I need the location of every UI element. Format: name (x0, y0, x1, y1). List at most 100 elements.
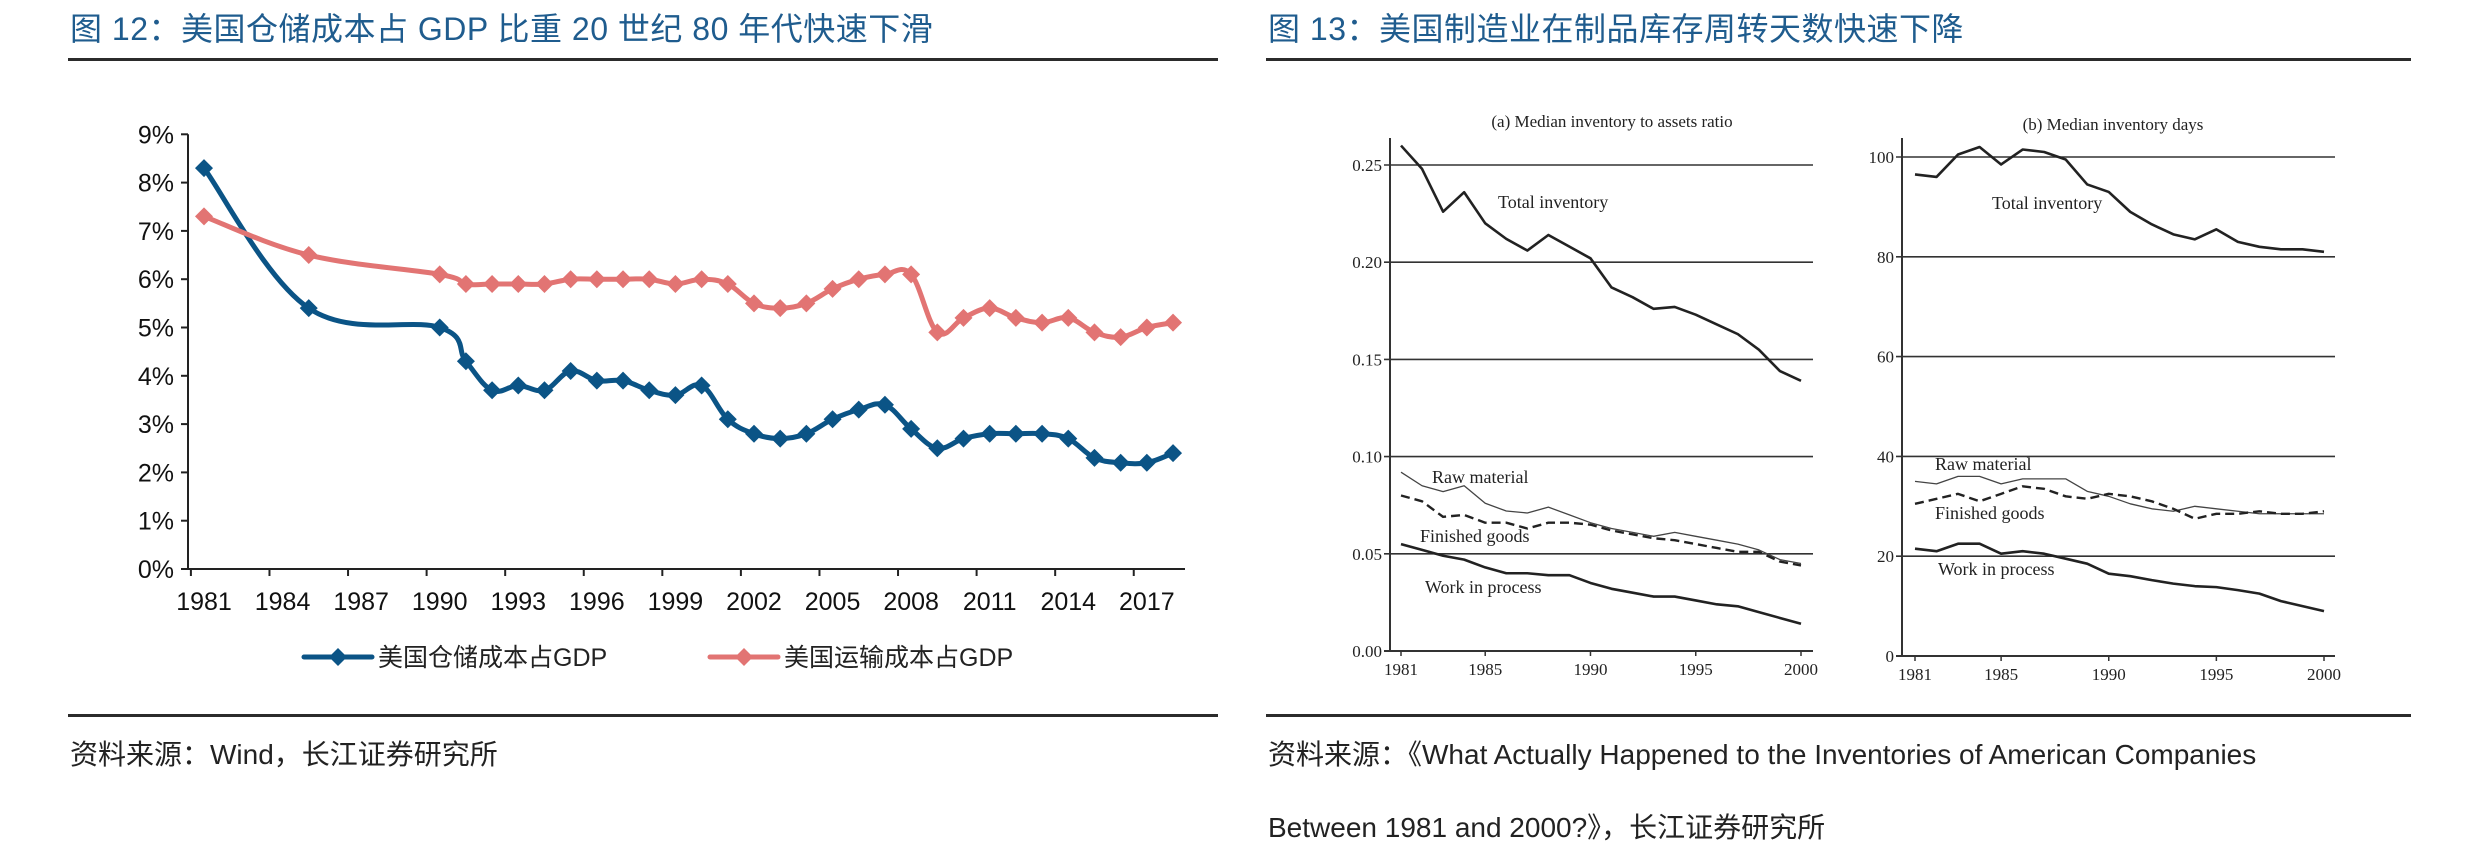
y-tick-label: 100 (1869, 148, 1895, 167)
x-tick-label: 2002 (726, 588, 782, 616)
figure-13-bottom-rule (1266, 714, 2411, 717)
legend-swatch-diamond-icon (329, 648, 347, 666)
series-annotation: Total inventory (1498, 192, 1608, 212)
data-point-marker (1085, 323, 1104, 342)
series-annotation: Finished goods (1935, 503, 2045, 523)
data-point-marker (430, 318, 449, 337)
y-tick-label: 0 (1886, 647, 1895, 666)
data-point-marker (614, 270, 633, 289)
data-point-marker (928, 323, 947, 342)
data-point-marker (561, 270, 580, 289)
x-tick-label: 1987 (333, 588, 389, 616)
data-point-marker (954, 429, 973, 448)
series-annotation: Raw material (1432, 467, 1528, 487)
y-tick-label: 0.25 (1352, 156, 1382, 175)
data-point-marker (771, 429, 790, 448)
data-point-marker (954, 308, 973, 327)
legend-item: 美国仓储成本占GDP (301, 644, 607, 672)
data-point-marker (483, 381, 502, 400)
data-point-marker (875, 395, 894, 414)
y-tick-label: 6% (138, 266, 174, 294)
data-point-marker (299, 246, 318, 265)
data-point-marker (561, 361, 580, 380)
y-tick-label: 0.10 (1352, 448, 1382, 467)
series-annotation: Finished goods (1420, 526, 1530, 546)
data-point-marker (1059, 429, 1078, 448)
y-tick-label: 2% (138, 459, 174, 487)
data-point-marker (1006, 424, 1025, 443)
figure-12-bottom-rule (68, 714, 1218, 717)
figure-13-source-line-1: 资料来源：《What Actually Happened to the Inve… (1268, 739, 2257, 770)
x-tick-label: 1984 (255, 588, 311, 616)
data-point-marker (509, 376, 528, 395)
figure-12-legend: 美国仓储成本占GDP 美国运输成本占GDP (301, 644, 1013, 672)
figure-12-chart: 0% 1% 2% 3% 4% 5% 6% 7% 8% 9% 1981 1984 1987 1990 1993… (138, 121, 1185, 672)
data-point-marker (771, 299, 790, 318)
data-point-marker (718, 275, 737, 294)
data-point-marker (1164, 444, 1183, 463)
x-tick-label: 1990 (412, 588, 468, 616)
series-annotation: Total inventory (1992, 193, 2102, 213)
y-tick-label: 7% (138, 218, 174, 246)
data-point-marker (1006, 308, 1025, 327)
series-annotation: Work in process (1938, 559, 2055, 579)
series-line-work-in-process (1914, 542, 2325, 613)
series-line-work-in-process (1400, 542, 1802, 626)
series-line-total-inventory (1914, 145, 2325, 254)
figure-13-panel-a: (a) Median inventory to assets ratio 0.00… (1352, 112, 1818, 679)
data-point-marker (195, 207, 213, 226)
panel-title: (a) Median inventory to assets ratio (1491, 112, 1732, 131)
series-line-finished-goods (1400, 494, 1802, 567)
data-point-marker (928, 439, 947, 458)
data-point-marker (849, 400, 868, 419)
x-tick-label: 1981 (176, 588, 232, 616)
data-point-marker (744, 294, 763, 313)
y-tick-label: 4% (138, 363, 174, 391)
figure-13-title: 图 13：美国制造业在制品库存周转天数快速下降 (1268, 11, 1964, 47)
panel-title: (b) Median inventory days (2023, 115, 2204, 134)
y-tick-label: 0.20 (1352, 253, 1382, 272)
series-transport-cost (195, 207, 1183, 347)
figure-13-source-line-2: Between 1981 and 2000?》，长江证券研究所 (1268, 812, 1826, 843)
y-tick-label: 80 (1877, 248, 1894, 267)
figure-12-title: 图 12：美国仓储成本占 GDP 比重 20 世纪 80 年代快速下滑 (70, 11, 934, 47)
figure-12-top-rule (68, 58, 1218, 61)
data-point-marker (666, 275, 685, 294)
data-point-marker (299, 299, 318, 318)
data-point-marker (1137, 453, 1156, 472)
data-point-marker (902, 265, 921, 284)
data-point-marker (535, 381, 554, 400)
x-tick-label: 1995 (2199, 665, 2233, 684)
data-point-marker (509, 275, 528, 294)
data-point-marker (483, 275, 502, 294)
y-tick-label: 40 (1877, 447, 1894, 466)
x-tick-label: 1981 (1898, 665, 1932, 684)
data-point-marker (1164, 313, 1183, 332)
data-point-marker (640, 381, 659, 400)
legend-swatch-diamond-icon (735, 648, 753, 666)
x-tick-label: 2000 (2307, 665, 2341, 684)
y-tick-label: 0.05 (1352, 545, 1382, 564)
data-point-marker (587, 270, 606, 289)
series-line-raw-material (1400, 471, 1802, 565)
y-tick-label: 0% (138, 556, 174, 584)
y-tick-label: 1% (138, 508, 174, 536)
figure-12-source: 资料来源：Wind，长江证券研究所 (70, 739, 498, 770)
figure-13-panel-b: (b) Median inventory days 0 20 40 60 80 100 198… (1869, 115, 2342, 684)
y-tick-label: 8% (138, 170, 174, 198)
y-tick-label: 0.00 (1352, 642, 1382, 661)
x-tick-label: 1993 (490, 588, 546, 616)
y-tick-label: 3% (138, 411, 174, 439)
data-point-marker (640, 270, 659, 289)
series-annotation: Work in process (1425, 577, 1542, 597)
data-point-marker (1033, 313, 1052, 332)
series-annotation: Raw material (1935, 454, 2031, 474)
x-tick-label: 2000 (1784, 660, 1818, 679)
data-point-marker (456, 352, 475, 371)
series-warehouse-cost (195, 159, 1183, 472)
data-point-marker (456, 275, 475, 294)
y-tick-label: 5% (138, 315, 174, 343)
x-tick-label: 2005 (805, 588, 861, 616)
data-point-marker (430, 265, 449, 284)
